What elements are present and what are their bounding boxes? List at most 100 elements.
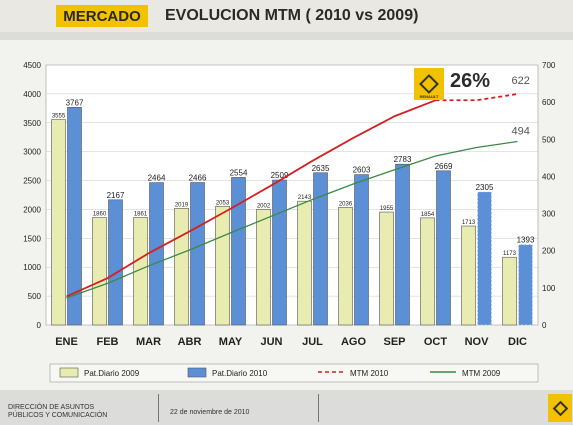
y-left-tick-label: 4500: [23, 61, 41, 70]
bar-data-label: 1854: [421, 212, 435, 218]
bar-data-label: 3767: [66, 98, 84, 107]
bar: [133, 217, 148, 326]
bar-data-label: 2167: [107, 191, 125, 200]
bar-data-label: 2635: [312, 164, 330, 173]
footer-divider: [158, 394, 159, 422]
growth-percent: 26%: [450, 70, 491, 92]
x-tick-label: AGO: [341, 336, 367, 348]
x-tick-label: MAR: [136, 336, 161, 348]
legend-label: MTM 2009: [462, 369, 501, 378]
legend-label: Pat.Diario 2010: [212, 369, 268, 378]
bar: [190, 182, 205, 326]
bar-data-label: 2783: [394, 155, 412, 164]
legend-box: [49, 363, 539, 383]
bar: [436, 170, 451, 326]
line-end-label: 494: [512, 126, 530, 138]
renault-logo-text: RENAULT: [419, 94, 439, 99]
footer-renault-logo: [548, 394, 572, 422]
x-tick-label: OCT: [424, 336, 448, 348]
bar-data-label: 1955: [380, 206, 394, 212]
legend-swatch: [59, 367, 79, 378]
bar-data-label: 2305: [476, 183, 494, 192]
footer: [0, 392, 573, 425]
bar: [108, 199, 123, 326]
y-left-tick-label: 2500: [23, 177, 41, 186]
bar-data-label: 1860: [93, 212, 107, 218]
x-tick-label: NOV: [465, 336, 490, 348]
y-left-tick-label: 3500: [23, 119, 41, 128]
bar-data-label: 2464: [148, 174, 166, 183]
x-tick-label: ABR: [178, 336, 202, 348]
plot-area: [45, 64, 539, 326]
chart-title: EVOLUCION MTM ( 2010 vs 2009): [165, 7, 419, 24]
bar: [92, 217, 107, 326]
bar: [354, 174, 369, 326]
legend-swatch: [187, 367, 207, 378]
bar-data-label: 2143: [298, 195, 312, 201]
y-left-tick-label: 500: [28, 292, 42, 301]
series-line: [66, 99, 436, 298]
renault-logo: RENAULT: [414, 68, 444, 100]
legend-label: MTM 2010: [350, 369, 389, 378]
x-tick-label: JUN: [260, 336, 282, 348]
bar: [395, 163, 410, 326]
y-right-tick-label: 300: [542, 210, 556, 219]
bar: [215, 206, 230, 326]
section-label: MERCADO: [56, 5, 148, 27]
bar-data-label: 2466: [189, 174, 207, 183]
y-right-tick-label: 0: [542, 321, 547, 330]
series-line: [66, 140, 518, 299]
x-tick-label: DIC: [508, 336, 527, 348]
bar: [461, 225, 476, 326]
bar: [231, 177, 246, 326]
bar-data-label: 1393: [517, 236, 535, 245]
y-right-tick-label: 700: [542, 61, 556, 70]
y-right-tick-label: 600: [542, 98, 556, 107]
x-tick-label: MAY: [219, 336, 243, 348]
bar-data-label: 2002: [257, 203, 271, 209]
bar: [338, 207, 353, 326]
bar-data-label: 1173: [503, 251, 517, 257]
bar-data-label: 2053: [216, 200, 230, 206]
y-left-tick-label: 4000: [23, 90, 41, 99]
bar-data-label: 2669: [435, 162, 453, 171]
footer-date: 22 de noviembre de 2010: [170, 409, 250, 416]
legend-label: Pat.Diario 2009: [84, 369, 140, 378]
footer-divider: [318, 394, 319, 422]
bar: [379, 211, 394, 326]
footer-renault-diamond-icon: [552, 400, 568, 416]
bar: [51, 119, 66, 326]
y-right-tick-label: 100: [542, 284, 556, 293]
y-left-tick-label: 0: [37, 321, 42, 330]
bar: [313, 172, 328, 326]
bar-data-label: 2554: [230, 168, 248, 177]
bar: [174, 208, 189, 326]
bar-data-label: 2036: [339, 201, 353, 207]
line-end-label: 622: [512, 75, 530, 87]
x-tick-label: ENE: [55, 336, 78, 348]
bar: [420, 217, 435, 326]
bar: [256, 209, 271, 326]
bar: [297, 200, 312, 326]
x-tick-label: SEP: [383, 336, 405, 348]
y-left-tick-label: 1500: [23, 234, 41, 243]
bar-data-label: 3555: [52, 114, 66, 120]
bar: [272, 179, 287, 326]
y-left-tick-label: 1000: [23, 263, 41, 272]
x-tick-label: FEB: [97, 336, 119, 348]
y-right-tick-label: 500: [542, 135, 556, 144]
x-tick-label: JUL: [302, 336, 323, 348]
bar: [518, 244, 533, 326]
bar-data-label: 1861: [134, 211, 148, 217]
bar-data-label: 2603: [353, 166, 371, 175]
bar-data-label: 1713: [462, 220, 476, 226]
bar-data-label: 2019: [175, 202, 189, 208]
renault-diamond-icon: [419, 74, 439, 94]
y-right-tick-label: 200: [542, 247, 556, 256]
footer-org: DIRECCIÓN DE ASUNTOS PÚBLICOS Y COMUNICA…: [8, 404, 108, 419]
bar-data-label: 2509: [271, 171, 289, 180]
bar: [477, 191, 492, 326]
y-left-tick-label: 2000: [23, 205, 41, 214]
y-left-tick-label: 3000: [23, 148, 41, 157]
